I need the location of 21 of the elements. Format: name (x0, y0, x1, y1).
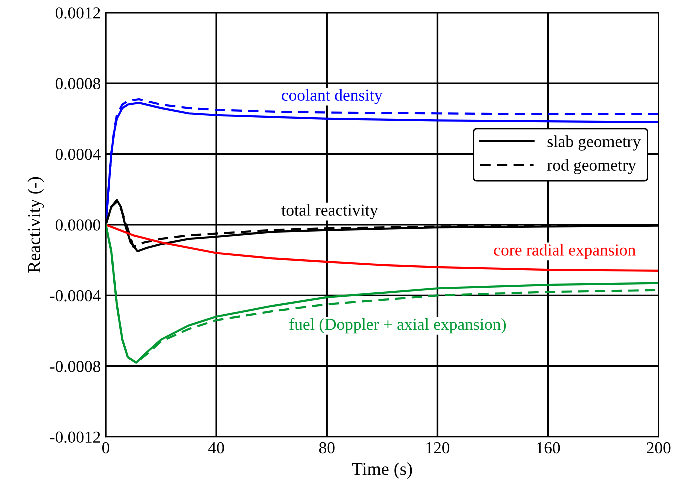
annotation: coolant density (282, 89, 383, 104)
y-tick-label: 0.0000 (56, 220, 100, 231)
x-axis-title: Time (s) (352, 462, 412, 479)
annotation: total reactivity (282, 204, 378, 220)
y-tick-label: 0.0004 (56, 148, 101, 160)
y-tick-label: -0.0004 (50, 290, 101, 302)
x-tick-label: 0 (102, 442, 110, 454)
y-axis-title: Reactivity (-) (28, 177, 44, 273)
x-tick-label: 200 (647, 442, 671, 454)
y-tick-label: -0.0012 (50, 432, 100, 444)
legend-label: slab geometry (548, 136, 642, 151)
y-tick-label: -0.0008 (50, 361, 100, 372)
annotation: fuel (Doppler + axial expansion) (290, 318, 506, 334)
y-tick-label: 0.0008 (56, 78, 100, 90)
x-tick-label: 120 (426, 442, 450, 454)
x-tick-label: 40 (208, 442, 224, 454)
y-tick-label: 0.0012 (56, 8, 100, 19)
legend-label: rod geometry (547, 159, 636, 174)
x-tick-label: 160 (537, 442, 560, 454)
annotation: core radial expansion (494, 244, 636, 260)
x-tick-label: 80 (319, 442, 335, 454)
